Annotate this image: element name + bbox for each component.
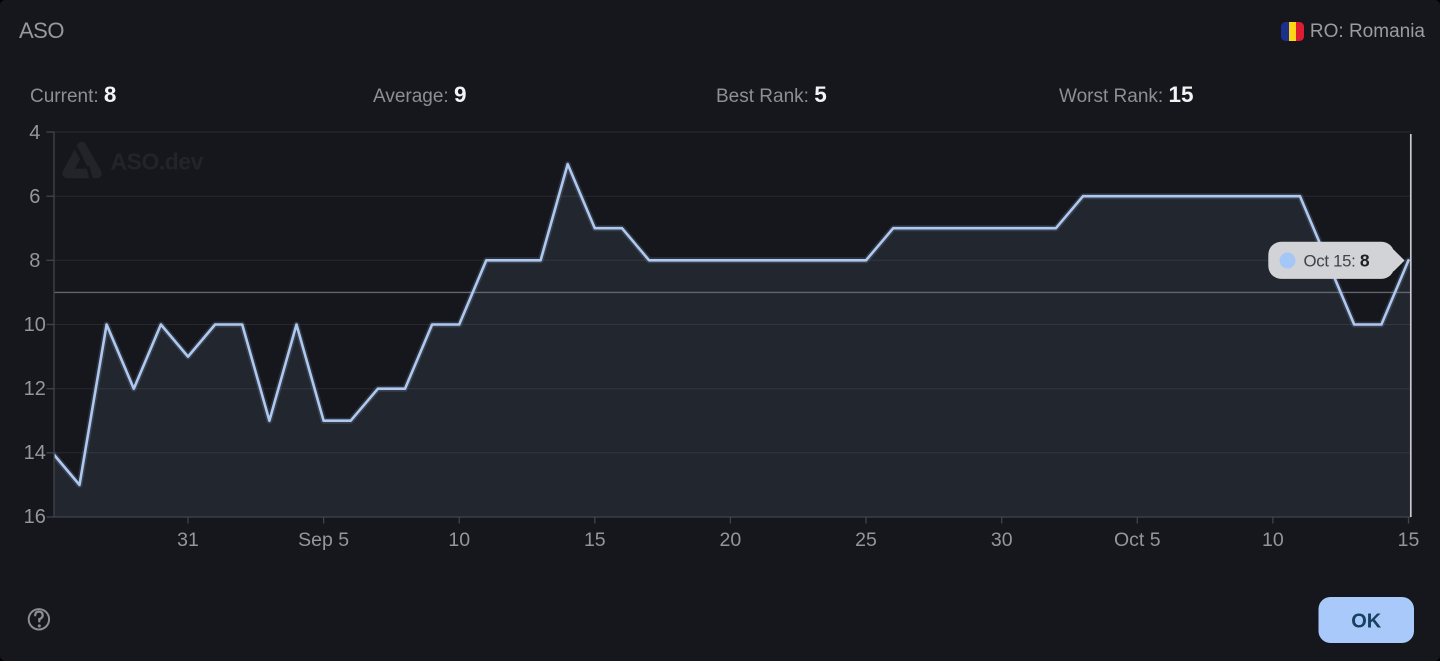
svg-text:ASO.dev: ASO.dev [111,149,204,175]
svg-text:Sep 5: Sep 5 [298,529,349,551]
svg-text:Oct 5: Oct 5 [1114,529,1161,551]
svg-text:12: 12 [24,378,46,400]
svg-text:14: 14 [24,442,46,464]
svg-text:4: 4 [29,122,40,144]
svg-text:10: 10 [24,314,46,336]
svg-text:Oct 15: 8: Oct 15: 8 [1304,251,1370,271]
svg-text:8: 8 [29,250,40,272]
svg-text:20: 20 [720,529,742,551]
svg-text:OK: OK [1351,611,1382,633]
svg-text:25: 25 [855,529,877,551]
svg-text:31: 31 [177,529,199,551]
svg-text:30: 30 [991,529,1013,551]
svg-text:10: 10 [1262,529,1284,551]
svg-text:15: 15 [584,529,606,551]
svg-text:6: 6 [29,186,40,208]
svg-text:10: 10 [448,529,470,551]
svg-text:15: 15 [1398,529,1420,551]
svg-text:16: 16 [24,506,46,528]
